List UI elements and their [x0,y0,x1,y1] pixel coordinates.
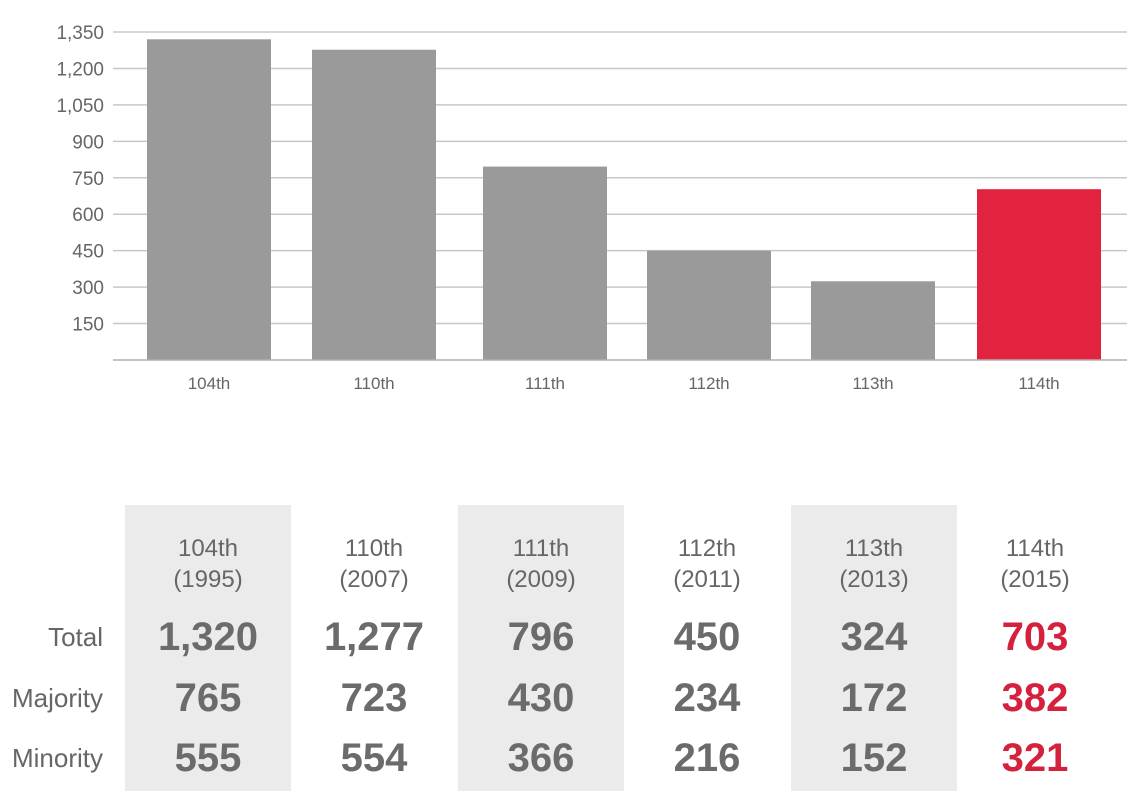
bars [147,39,1101,361]
cell-total: 324 [840,615,908,659]
column-year: (2007) [339,566,409,593]
shaded-column-111th [458,505,624,791]
bar-104th [147,39,271,361]
column-congress: 112th [677,535,737,562]
x-tick-label: 112th [688,374,729,393]
column-year: (2011) [673,566,741,593]
y-tick-label: 1,050 [56,96,104,117]
cell-minority: 321 [1001,736,1069,780]
bar-112th [647,250,771,360]
y-tick-label: 600 [72,205,104,226]
shaded-column-113th [791,505,957,791]
y-tick-label: 1,200 [56,59,104,80]
shaded-column-104th [125,505,291,791]
cell-total: 450 [673,615,741,659]
y-tick-label: 750 [72,169,104,190]
column-header: 114th (2015) [952,533,1118,595]
x-tick-label: 113th [852,374,893,393]
cell-majority: 723 [340,676,408,720]
column-congress: 110th [344,535,404,562]
y-tick-label: 1,350 [56,23,104,44]
column-year: (1995) [173,566,243,593]
bar-111th [483,166,607,360]
cell-total: 796 [507,615,575,659]
cell-total: 1,320 [157,615,259,659]
column-header: 110th (2007) [291,533,457,595]
cell-total: 703 [1001,615,1069,659]
column-header: 113th (2013) [791,533,957,595]
column-congress: 104th [177,535,239,562]
data-table: Total Majority Minority 104th (1995) 1,3… [0,505,1127,791]
x-tick-label: 104th [188,374,231,393]
bar-114th [977,189,1101,360]
row-label-minority: Minority [11,743,103,773]
cell-minority: 366 [507,736,575,780]
column-year: (2015) [1000,566,1070,593]
y-tick-label: 450 [72,242,104,263]
x-tick-label: 110th [353,374,394,393]
cell-majority: 430 [507,676,575,720]
y-axis-ticks: 150 300 450 600 750 900 1,050 1,200 1,350 [56,23,104,336]
row-label-majority: Majority [11,683,103,713]
cell-majority: 765 [174,676,242,720]
x-tick-label: 111th [525,374,565,393]
y-tick-label: 150 [72,315,104,336]
y-tick-label: 900 [72,132,104,153]
cell-minority: 555 [174,736,242,780]
bar-113th [811,281,935,360]
column-header: 104th (1995) [125,533,291,595]
cell-minority: 554 [340,736,408,780]
bar-110th [312,49,436,360]
cell-majority: 382 [1001,676,1069,720]
column-congress: 113th [844,535,904,562]
column-congress: 111th [512,535,570,562]
x-axis-ticks: 104th 110th 111th 112th 113th 114th [188,374,1060,393]
column-header: 111th (2009) [458,533,624,595]
cell-majority: 172 [840,676,908,720]
column-header: 112th (2011) [624,533,790,595]
x-tick-label: 114th [1018,374,1059,393]
row-label-total: Total [48,622,103,652]
cell-minority: 152 [840,736,908,780]
gridlines [113,31,1127,325]
column-congress: 114th [1005,535,1065,562]
column-year: (2013) [839,566,909,593]
column-year: (2009) [506,566,576,593]
cell-minority: 216 [673,736,741,780]
cell-total: 1,277 [323,615,425,659]
cell-majority: 234 [673,676,741,720]
y-tick-label: 300 [72,278,104,299]
